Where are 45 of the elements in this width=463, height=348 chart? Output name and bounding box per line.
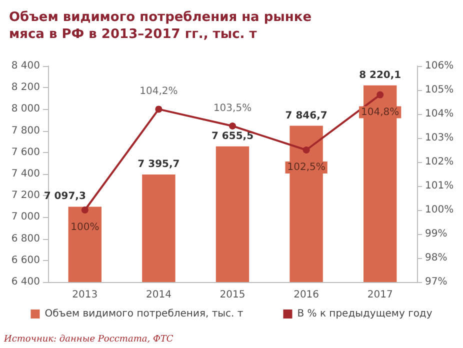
data-label: 7 097,3 bbox=[44, 191, 86, 202]
data-label: 7 395,7 bbox=[138, 158, 180, 170]
y-tick-label: 7 600 bbox=[11, 146, 40, 158]
y2-tick-label: 99% bbox=[425, 228, 448, 240]
y-tick-label: 8 200 bbox=[11, 82, 40, 94]
y2-tick-label: 98% bbox=[425, 252, 448, 264]
y2-tick-label: 100% bbox=[425, 204, 454, 216]
x-tick-label: 2015 bbox=[220, 290, 246, 300]
y2-tick-label: 103% bbox=[425, 132, 454, 144]
point bbox=[155, 106, 162, 113]
y2-tick-label: 104% bbox=[425, 108, 454, 120]
y-tick-label: 7 200 bbox=[11, 190, 40, 202]
data-label: 103,5% bbox=[213, 103, 252, 114]
data-label: 102,5% bbox=[287, 162, 326, 173]
y-tick-label: 8 400 bbox=[11, 60, 40, 72]
x-tick-label: 2017 bbox=[367, 290, 393, 300]
chart-title: Объем видимого потребления на рынке мяса в РФ в 2013–2017 гг., тыс. т bbox=[9, 10, 316, 42]
legend-label: Объем видимого потребления, тыс. т bbox=[44, 308, 244, 320]
y-tick-label: 6 800 bbox=[11, 233, 40, 244]
y2-tick-label: 101% bbox=[425, 180, 454, 192]
legend-label: В % к предыдущему году bbox=[297, 308, 432, 320]
point bbox=[376, 91, 384, 98]
y2-tick-label: 102% bbox=[425, 156, 454, 168]
data-label: 8 220,1 bbox=[359, 70, 402, 81]
y-tick-label: 8 000 bbox=[11, 104, 40, 115]
data-label: 104,2% bbox=[140, 86, 178, 98]
point bbox=[81, 206, 88, 214]
y2-tick-label: 105% bbox=[425, 84, 454, 96]
y-tick-label: 7 800 bbox=[11, 125, 40, 136]
y-tick-label: 7 400 bbox=[11, 168, 40, 180]
x-tick-label: 2014 bbox=[146, 290, 172, 300]
y2-tick-label: 106% bbox=[425, 60, 454, 72]
x-tick-label: 2013 bbox=[72, 290, 98, 300]
data-label: 7 655,5 bbox=[211, 130, 254, 142]
point bbox=[229, 122, 236, 130]
text: Источник: данные Росстата, ФТС bbox=[3, 334, 174, 344]
y-tick-label: 6 400 bbox=[11, 276, 40, 288]
y-tick-label: 6 600 bbox=[11, 254, 40, 266]
point bbox=[302, 146, 310, 154]
data-label: 104,8% bbox=[361, 106, 400, 118]
y-tick-label: 7 000 bbox=[11, 212, 40, 223]
data-label: 100% bbox=[70, 222, 100, 233]
y2-tick-label: 97% bbox=[425, 276, 448, 288]
x-tick-label: 2016 bbox=[294, 290, 320, 300]
data-label: 7 846,7 bbox=[285, 110, 328, 122]
